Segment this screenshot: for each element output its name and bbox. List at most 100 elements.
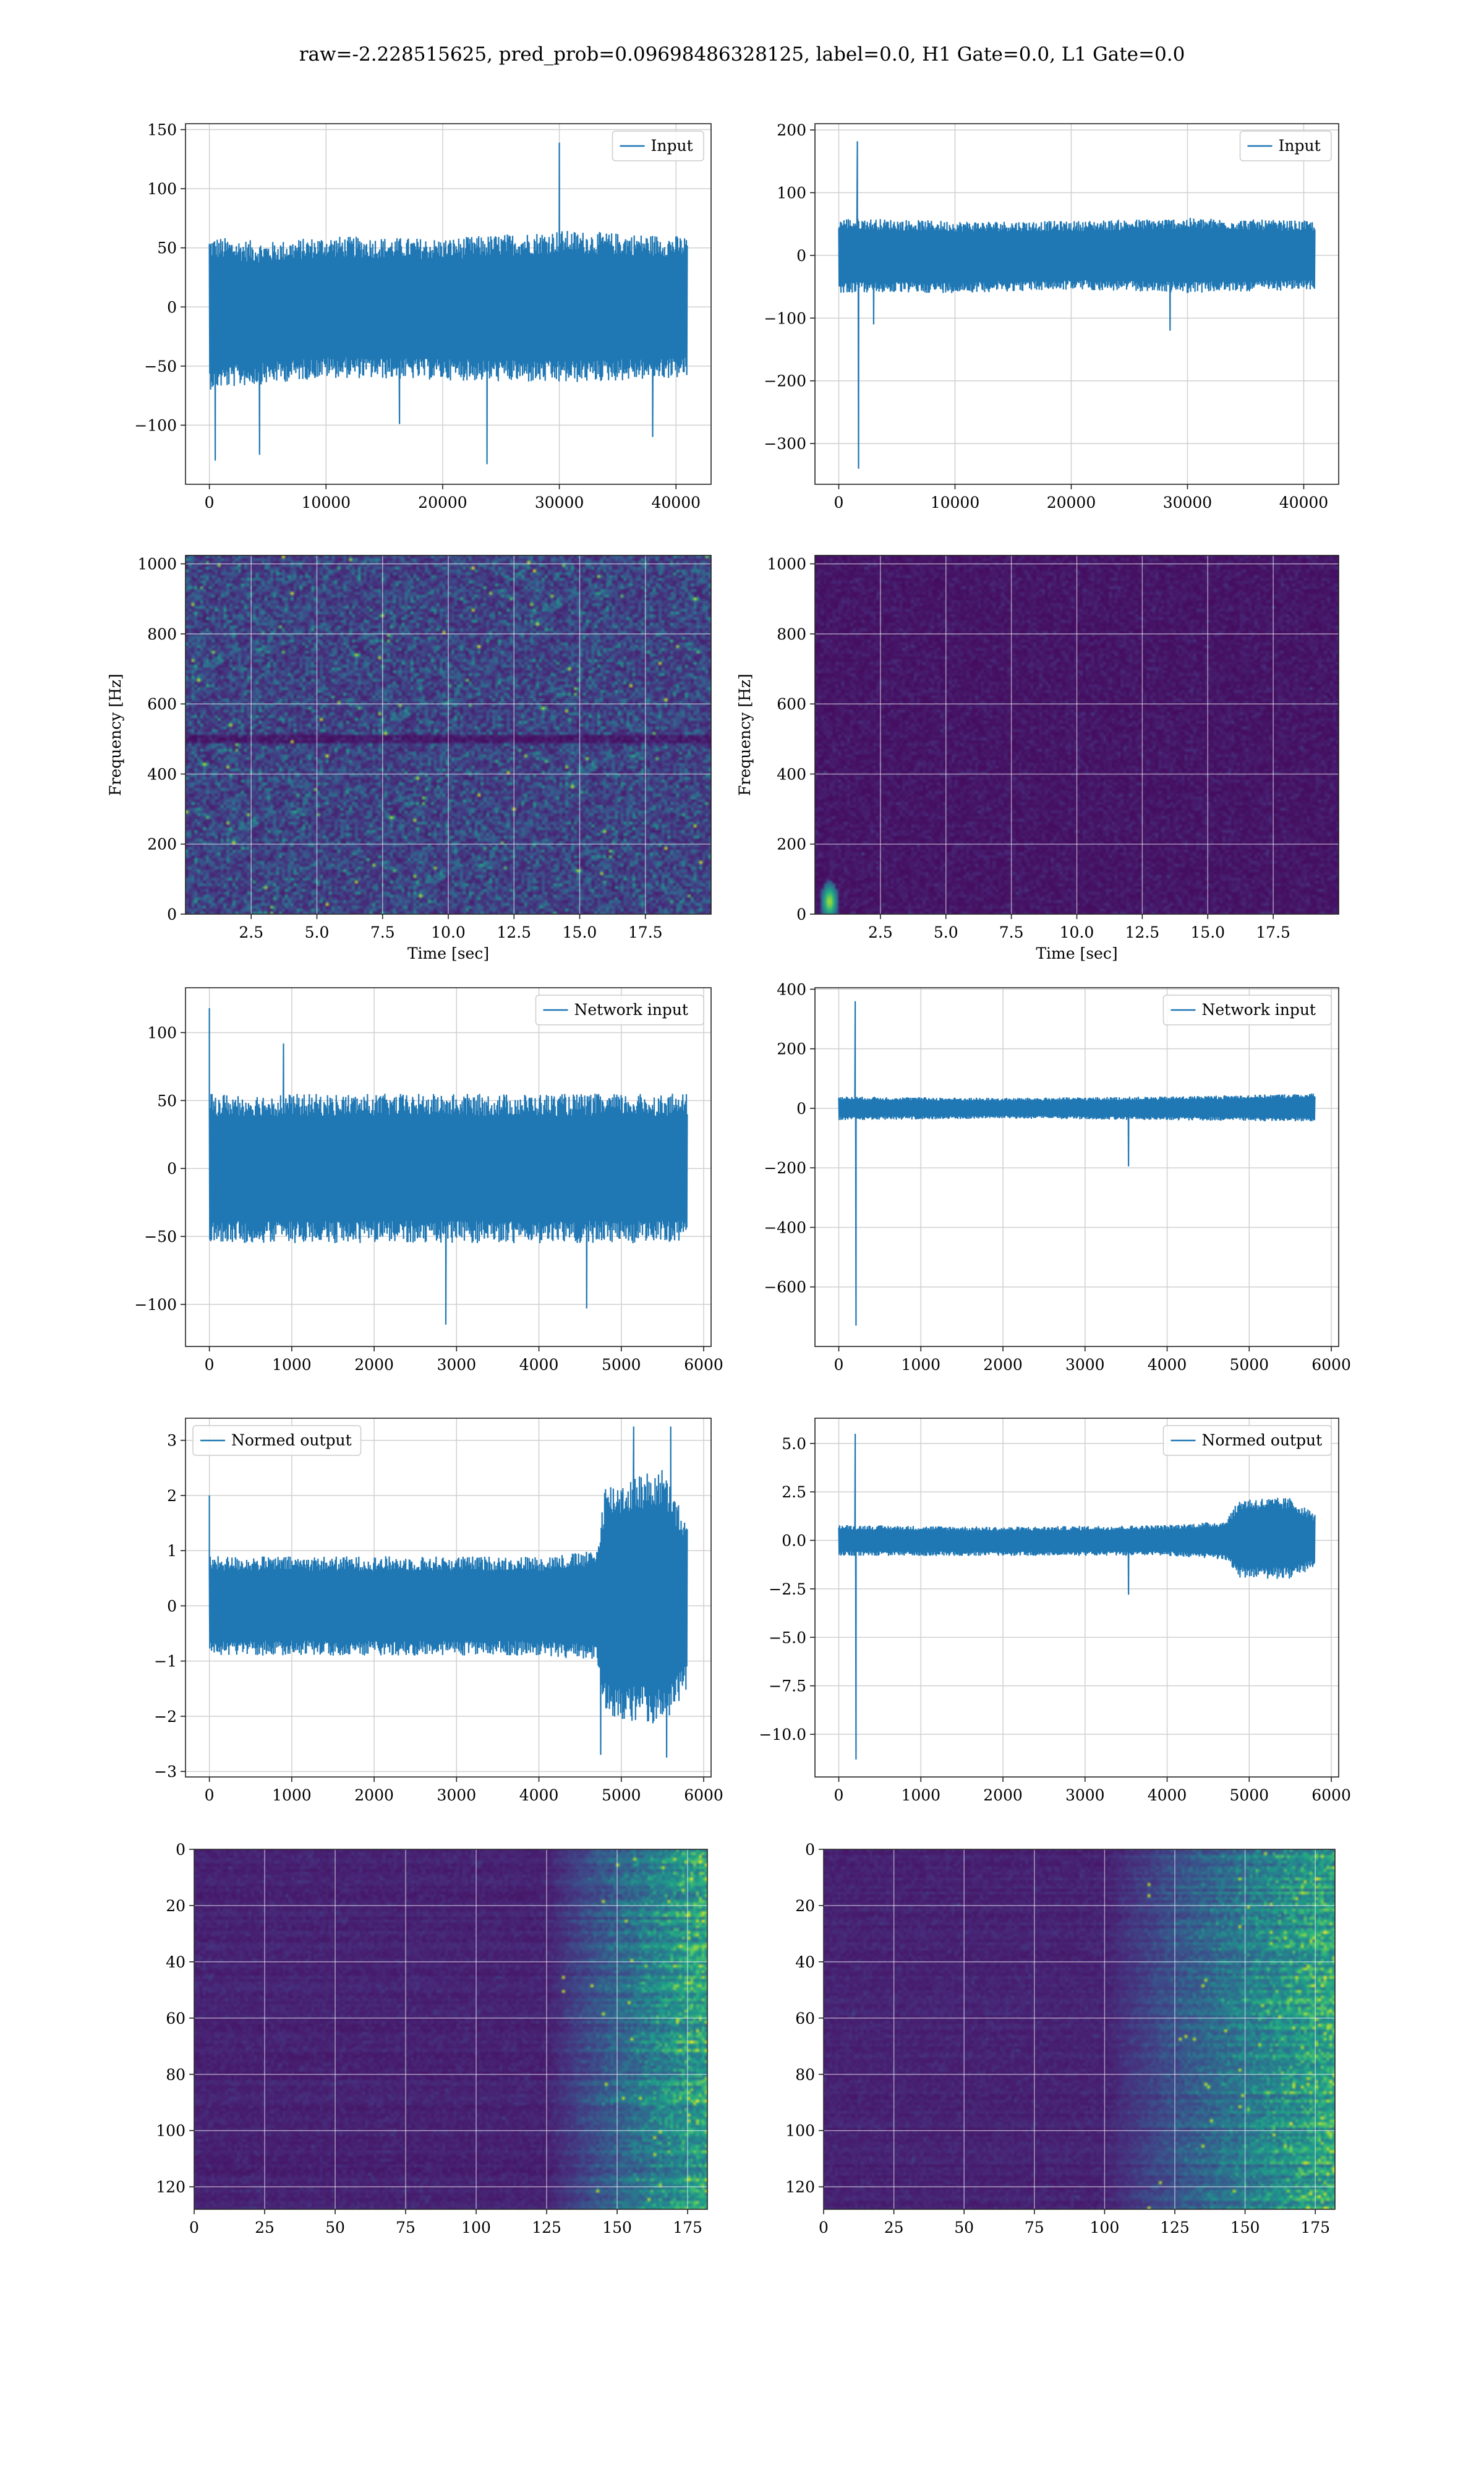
legend: Network input (535, 995, 704, 1025)
y-tick-label: 0.0 (782, 1532, 806, 1550)
input-l1-chart: 0 10000 20000 30000 40000 −300 −200 −100 0 100 200… (764, 121, 1339, 511)
y-tick-label: 400 (777, 980, 806, 998)
x-tick-label: 2.5 (239, 923, 263, 941)
legend: Input (612, 131, 704, 161)
x-tick-label: 4000 (1148, 1786, 1187, 1804)
legend: Input (1239, 131, 1332, 161)
y-tick-label: 100 (147, 1024, 177, 1042)
y-tick-label: 0 (167, 905, 177, 923)
y-axis-label: Frequency [Hz] (736, 674, 754, 796)
x-tick-label: 7.5 (999, 923, 1024, 941)
y-tick-label: 800 (777, 625, 806, 643)
x-tick-label: 0 (834, 494, 844, 511)
x-tick-label: 0 (819, 2219, 829, 2236)
x-tick-label: 2000 (983, 1356, 1023, 1374)
y-tick-label: −2.5 (769, 1580, 806, 1598)
x-tick-label: 20000 (418, 494, 467, 511)
y-tick-label: 200 (777, 836, 806, 854)
legend-box (1162, 995, 1332, 1025)
axes-frame (823, 1849, 1336, 2210)
x-tick-label: 2000 (354, 1356, 394, 1374)
plot-area (194, 1849, 707, 2209)
plot-area (186, 1418, 711, 1777)
x-tick-label: 15.0 (563, 923, 597, 941)
y-tick-label: −100 (134, 1296, 177, 1314)
y-tick-label: 400 (777, 765, 806, 783)
y-tick-label: −50 (144, 1228, 177, 1246)
y-tick-label: 50 (157, 1092, 177, 1110)
y-tick-label: 0 (796, 1100, 806, 1118)
y-tick-label: −400 (764, 1218, 806, 1236)
x-tick-label: 12.5 (497, 923, 531, 941)
features-l1-chart: 0 25 50 75 100 125 150 175 0 20 40 60 80 100 120 (785, 1841, 1336, 2236)
x-tick-label: 4000 (519, 1356, 559, 1374)
x-tick-label: 5000 (1229, 1786, 1269, 1804)
x-tick-label: 12.5 (1125, 923, 1160, 941)
y-tick-label: −10.0 (759, 1726, 806, 1744)
legend-label: Input (1279, 137, 1321, 155)
y-tick-label: 80 (795, 2066, 815, 2084)
x-tick-label: 175 (673, 2219, 702, 2236)
y-tick-label: −3 (154, 1763, 177, 1781)
x-tick-label: 175 (1300, 2219, 1330, 2236)
legend-label: Network input (1202, 1001, 1316, 1019)
x-tick-label: 0 (205, 494, 215, 511)
x-tick-label: 125 (1160, 2219, 1190, 2236)
x-tick-label: 10.0 (431, 923, 466, 941)
y-tick-label: 3 (167, 1432, 177, 1450)
x-tick-label: 6000 (1311, 1356, 1351, 1374)
y-tick-label: 60 (795, 2010, 815, 2027)
y-tick-label: 0 (176, 1841, 186, 1859)
x-tick-label: 30000 (535, 494, 584, 511)
y-tick-label: −50 (144, 357, 177, 375)
y-tick-label: 20 (795, 1897, 815, 1915)
x-tick-label: 0 (834, 1356, 844, 1374)
x-tick-label: 50 (954, 2219, 974, 2236)
figure-title: raw=-2.228515625, pred_prob=0.0969848632… (299, 43, 1185, 66)
y-tick-label: −200 (764, 1159, 806, 1177)
x-tick-label: 5000 (1229, 1356, 1269, 1374)
legend-label: Normed output (231, 1431, 352, 1449)
y-tick-label: 600 (147, 695, 177, 713)
x-tick-label: 4000 (1148, 1356, 1187, 1374)
plot-area (815, 988, 1339, 1346)
legend-box (1239, 131, 1332, 161)
x-tick-label: 1000 (901, 1786, 940, 1804)
x-tick-label: 17.5 (628, 923, 663, 941)
x-axis-label: Time [sec] (1036, 944, 1117, 962)
x-tick-label: 3000 (437, 1356, 477, 1374)
input-h1-chart: 0 10000 20000 30000 40000 −100 −50 0 50 100 150 Inp… (134, 121, 712, 511)
x-tick-label: 10000 (302, 494, 351, 511)
y-tick-label: 100 (777, 184, 806, 202)
y-tick-label: 400 (147, 765, 177, 783)
y-tick-label: 200 (777, 1040, 806, 1058)
x-tick-label: 2000 (983, 1786, 1023, 1804)
x-tick-label: 0 (205, 1356, 215, 1374)
legend-label: Input (651, 137, 693, 155)
series-line-input (208, 142, 688, 464)
x-tick-label: 6000 (684, 1356, 723, 1374)
y-tick-label: 2 (167, 1487, 177, 1505)
plot-area (186, 988, 711, 1346)
x-tick-label: 25 (255, 2219, 275, 2236)
x-tick-label: 20000 (1047, 494, 1096, 511)
x-tick-label: 10000 (931, 494, 980, 511)
y-tick-label: 100 (156, 2122, 186, 2140)
x-tick-label: 5.0 (305, 923, 330, 941)
y-tick-label: 100 (785, 2122, 815, 2140)
x-tick-label: 6000 (1311, 1786, 1351, 1804)
network-input-h1-chart: 0 1000 2000 3000 4000 5000 6000 −100 −50 0 50 100 Ne… (134, 987, 723, 1374)
y-tick-label: 2.5 (782, 1483, 806, 1501)
y-tick-label: −100 (134, 416, 177, 434)
y-tick-label: 80 (166, 2066, 186, 2084)
plot-area (186, 555, 711, 914)
y-tick-label: 60 (166, 2010, 186, 2027)
x-tick-label: 3000 (1065, 1786, 1105, 1804)
y-tick-label: −100 (764, 309, 806, 327)
y-tick-label: 0 (167, 1160, 177, 1178)
legend-label: Normed output (1202, 1431, 1323, 1449)
spectrogram-l1-chart: 2.5 5.0 7.5 10.0 12.5 15.0 17.5 0 200 400 600 800 10… (736, 555, 1339, 962)
y-tick-label: −200 (764, 372, 806, 390)
x-tick-label: 100 (1090, 2219, 1120, 2236)
